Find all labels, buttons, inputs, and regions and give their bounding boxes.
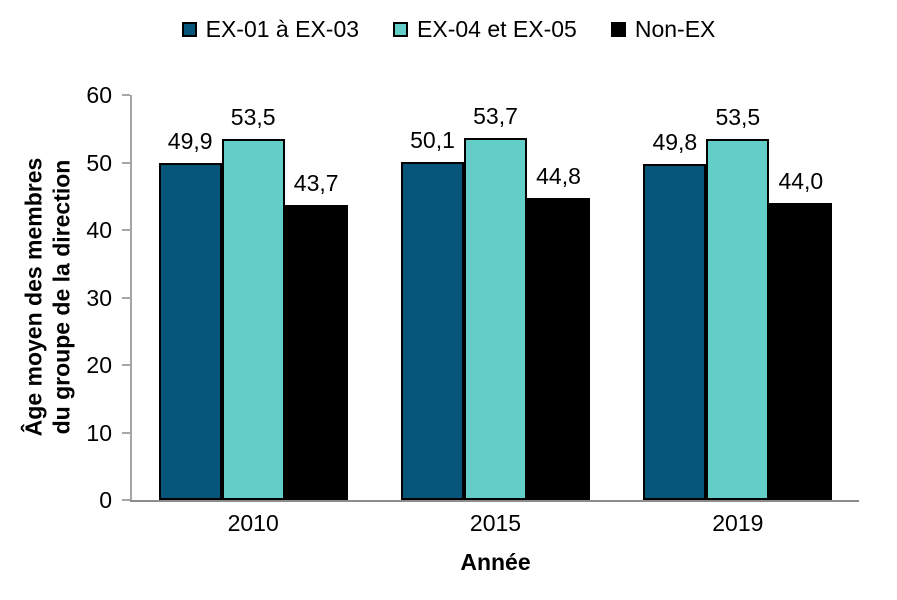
legend-label: Non-EX	[634, 16, 716, 42]
legend-swatch-icon	[610, 22, 626, 37]
x-tick-label: 2010	[227, 510, 279, 536]
y-axis-tick	[122, 296, 130, 299]
x-axis-title: Année	[460, 549, 531, 575]
legend-swatch-icon	[393, 22, 409, 37]
legend-label: EX-04 et EX-05	[417, 16, 577, 42]
y-tick-label: 30	[86, 284, 112, 311]
y-axis-tick	[122, 94, 130, 96]
y-axis-line	[130, 95, 132, 502]
bar-value-label: 44,0	[778, 168, 824, 194]
bar-EX-04 et EX-05-2015	[464, 137, 527, 500]
y-tick-label: 50	[86, 149, 112, 176]
bar-value-label: 53,7	[473, 102, 518, 129]
y-axis-tick	[122, 499, 130, 501]
bar-EX-01 à EX-03-2019	[643, 163, 707, 500]
bar-Non-EX-2019	[769, 203, 833, 500]
bar-value-label: 53,5	[715, 103, 761, 130]
bar-value-label: 49,8	[652, 128, 698, 155]
legend-item: Non-EX	[610, 16, 716, 42]
bar-value-label: 44,8	[536, 162, 581, 189]
legend-item: EX-04 et EX-05	[393, 18, 577, 41]
legend-swatch-icon	[181, 22, 197, 37]
bar-Non-EX-2015	[527, 197, 590, 500]
y-axis-tick	[122, 364, 130, 366]
bar-EX-01 à EX-03-2010	[158, 163, 222, 500]
chart-legend: EX-01 à EX-03 EX-04 et EX-05 Non-EX	[0, 18, 897, 41]
bar-Non-EX-2010	[284, 205, 348, 500]
y-tick-label: 40	[86, 217, 112, 243]
legend-item: EX-01 à EX-03	[181, 16, 360, 42]
x-tick-label: 2015	[469, 510, 522, 536]
bar-EX-01 à EX-03-2015	[401, 161, 464, 500]
y-tick-label: 0	[99, 487, 112, 513]
bar-value-label: 53,5	[230, 103, 276, 130]
x-tick-label: 2019	[712, 510, 764, 536]
legend-label: EX-01 à EX-03	[205, 16, 360, 42]
bar-EX-04 et EX-05-2010	[221, 138, 285, 500]
y-tick-label: 20	[86, 352, 112, 378]
y-axis-title-line1: Âge moyen des membres	[20, 157, 47, 437]
bar-value-label: 49,9	[167, 128, 213, 155]
x-axis-line	[130, 500, 859, 502]
y-axis-tick	[122, 431, 130, 434]
y-axis-tick	[122, 161, 130, 164]
bar-EX-04 et EX-05-2019	[706, 138, 770, 500]
y-tick-label: 10	[86, 419, 112, 446]
y-tick-label: 60	[86, 82, 112, 108]
bar-value-label: 50,1	[410, 126, 455, 153]
y-axis-tick	[122, 229, 130, 231]
bar-value-label: 43,7	[293, 170, 339, 197]
